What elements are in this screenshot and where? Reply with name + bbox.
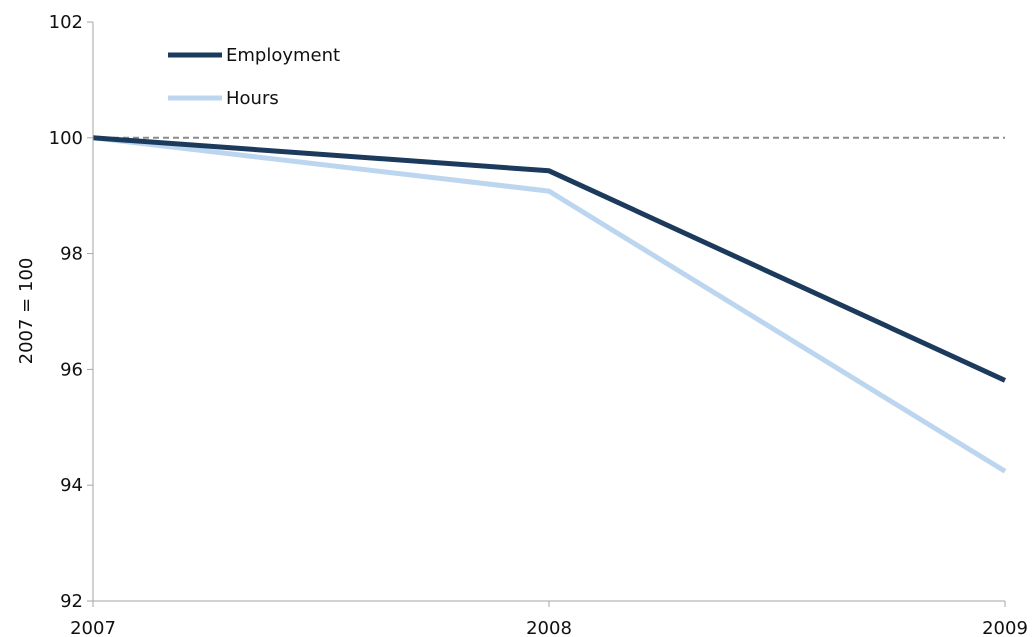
- legend: Employment Hours: [168, 45, 340, 109]
- series-line-employment: [92, 135, 1007, 383]
- y-axis-title: 2007 = 100: [16, 258, 37, 365]
- x-tick-label: 2008: [526, 618, 572, 637]
- y-tick-label: 96: [60, 359, 83, 380]
- series-line-hours: [92, 135, 1007, 474]
- legend-label: Employment: [226, 45, 340, 66]
- legend-label: Hours: [226, 88, 279, 109]
- y-tick-label: 94: [60, 475, 83, 496]
- x-tick-label: 2009: [982, 618, 1028, 637]
- y-tick-label: 100: [49, 128, 83, 149]
- axes: 2007 = 100 92 94 96 98 100 102 2007 2008 2009: [16, 12, 1028, 637]
- x-tick-label: 2007: [70, 618, 116, 637]
- y-tick-label: 102: [49, 12, 83, 33]
- series-layer: [92, 135, 1007, 474]
- y-tick-label: 92: [60, 591, 83, 612]
- y-tick-label: 98: [60, 244, 83, 265]
